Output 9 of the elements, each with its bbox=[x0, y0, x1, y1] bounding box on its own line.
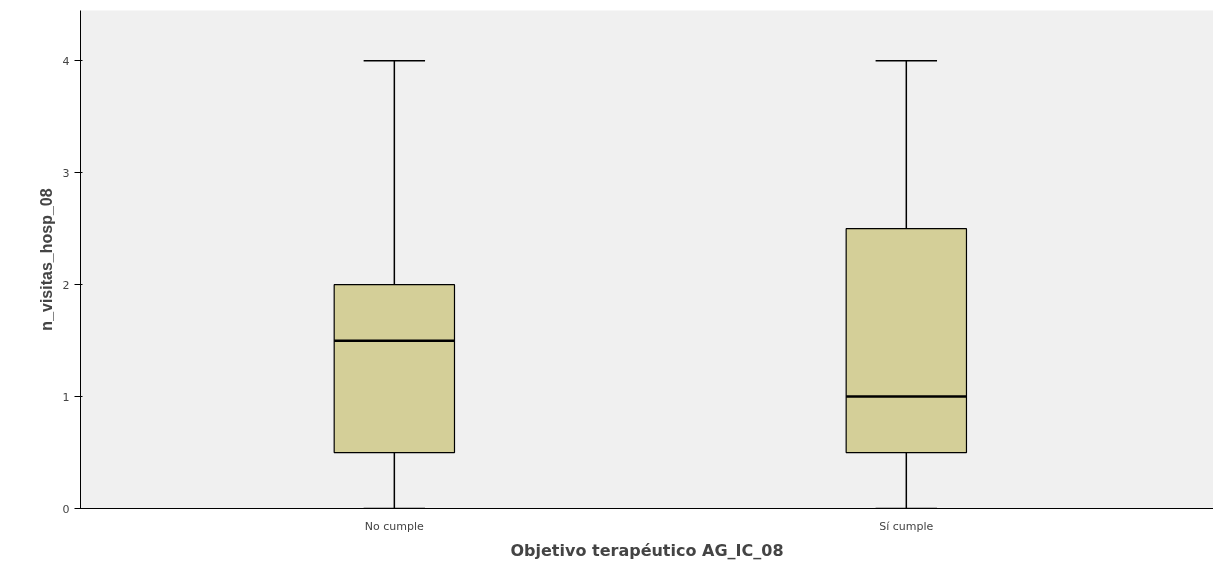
x-tick-label: Sí cumple bbox=[879, 519, 934, 533]
y-axis-title: n_visitas_hosp_08 bbox=[37, 188, 55, 331]
y-tick-label: 4 bbox=[62, 54, 70, 68]
x-tick-label: No cumple bbox=[364, 519, 425, 533]
y-tick-label: 3 bbox=[62, 166, 70, 180]
y-tick-label: 2 bbox=[62, 278, 70, 292]
y-tick-label: 0 bbox=[62, 502, 70, 516]
x-axis-title: Objetivo terapéutico AG_IC_08 bbox=[510, 540, 784, 560]
y-tick-label: 1 bbox=[62, 390, 70, 404]
